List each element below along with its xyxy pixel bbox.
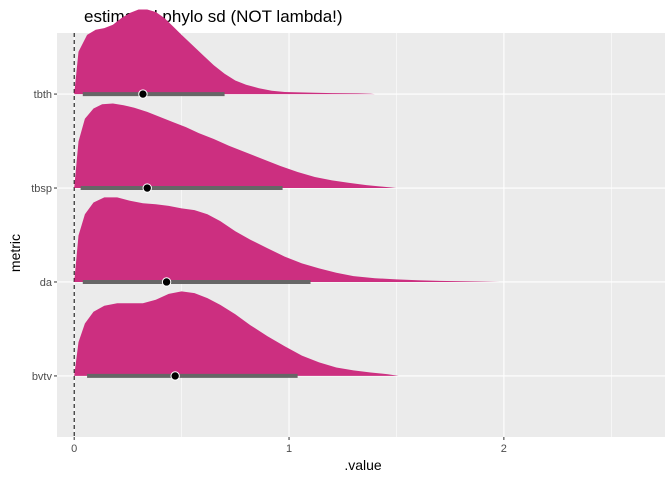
y-tick-label: tbth <box>34 89 52 101</box>
point-tbsp <box>142 183 152 193</box>
point-bvtv <box>170 371 180 381</box>
x-tick-label: 1 <box>286 443 292 455</box>
density-bvtv <box>74 291 399 376</box>
density-da <box>74 197 500 282</box>
series-group <box>74 9 500 381</box>
y-axis-title: metric <box>7 234 23 272</box>
x-tick-label: 0 <box>71 443 77 455</box>
y-axis: bvtv da tbsp tbth <box>31 89 57 383</box>
y-tick-label: tbsp <box>31 183 52 195</box>
y-tick-label: da <box>40 277 53 289</box>
x-axis: 0 1 2 <box>71 437 507 455</box>
point-da <box>161 277 172 287</box>
density-tbsp <box>74 103 397 188</box>
y-tick-label: bvtv <box>32 371 53 383</box>
x-tick-label: 2 <box>501 443 507 455</box>
density-tbth <box>74 9 375 95</box>
point-tbth <box>138 89 148 99</box>
x-axis-title: .value <box>344 457 382 473</box>
